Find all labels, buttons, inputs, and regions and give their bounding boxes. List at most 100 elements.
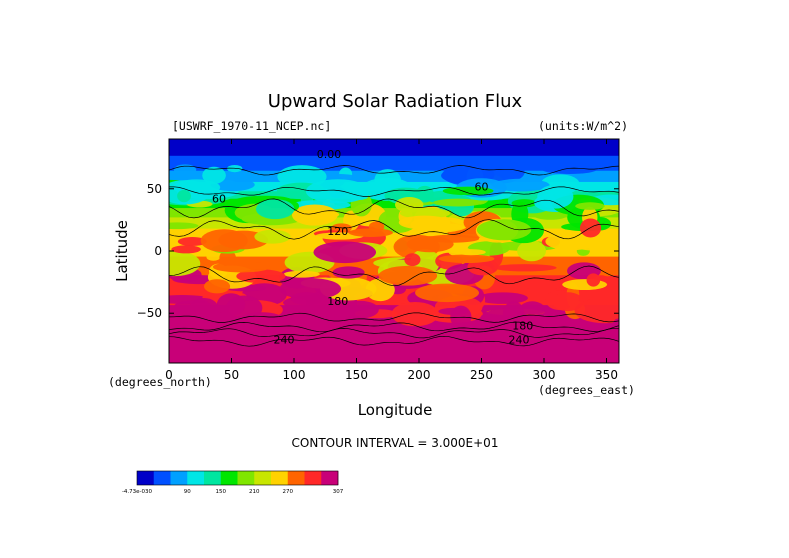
heatmap-patch — [573, 239, 612, 251]
heatmap-band — [169, 139, 619, 142]
heatmap-patch — [277, 165, 327, 189]
heatmap-band — [169, 241, 619, 245]
heatmap-patch — [476, 219, 532, 241]
heatmap-patch — [391, 302, 439, 327]
contour-line — [169, 198, 619, 219]
heatmap-band — [169, 361, 619, 363]
colorbar-swatch — [237, 471, 255, 485]
heatmap-patch — [491, 178, 550, 192]
contour-lines — [169, 165, 619, 347]
heatmap-band — [169, 157, 619, 161]
heatmap-patches — [169, 159, 619, 361]
heatmap-band — [169, 251, 619, 254]
heatmap-band — [169, 301, 619, 304]
heatmap-patch — [534, 212, 567, 220]
colorbar: -4.73e-030 90 150 210 270 307 — [122, 470, 344, 495]
heatmap-band — [169, 204, 619, 207]
heatmap-patch — [514, 276, 570, 290]
units-label: (units:W/m^2) — [538, 119, 628, 133]
heatmap-band — [169, 142, 619, 146]
heatmap-patch — [586, 273, 601, 287]
colorbar-label: 150 — [216, 489, 227, 495]
contour-interval-note: CONTOUR INTERVAL = 3.000E+01 — [292, 436, 499, 450]
heatmap-patch — [202, 166, 226, 184]
heatmap-band — [169, 236, 619, 239]
x-tick-label: 50 — [224, 368, 239, 382]
colorbar-label: -4.73e-030 — [122, 489, 153, 495]
heatmap-patch — [611, 318, 619, 338]
colorbar-label: 270 — [283, 489, 294, 495]
y-tick-label: 50 — [147, 182, 162, 196]
heatmap-patch — [254, 229, 291, 244]
colorbar-swatch — [204, 471, 222, 485]
heatmap-patch — [204, 279, 231, 294]
heatmap-patch — [477, 346, 517, 357]
heatmap-patch — [477, 292, 528, 304]
y-axis: 50 0 −50 — [137, 182, 619, 320]
heatmap-band — [169, 140, 619, 144]
contour-line — [169, 265, 619, 287]
heatmap-patch — [601, 269, 615, 277]
contour-label: 60 — [212, 193, 226, 206]
heatmap-patch — [313, 241, 377, 264]
heatmap-band — [169, 232, 619, 235]
contour-line — [169, 186, 619, 197]
heatmap-band — [169, 150, 619, 153]
heatmap-band — [169, 161, 619, 164]
colorbar-swatch — [137, 471, 155, 485]
heatmap-patch — [300, 209, 340, 220]
heatmap-patch — [216, 293, 246, 316]
heatmap-patch — [200, 229, 248, 253]
x-unit-label: (degrees_east) — [538, 383, 635, 397]
x-tick-label: 250 — [470, 368, 493, 382]
colorbar-swatch — [153, 471, 171, 485]
heatmap-patch — [415, 283, 479, 303]
heatmap-patch — [394, 329, 429, 353]
contour-line — [169, 312, 619, 323]
heatmap-band — [169, 168, 619, 172]
heatmap-band — [169, 234, 619, 237]
heatmap-band — [169, 254, 619, 258]
heatmap-patch — [212, 261, 271, 273]
heatmap-patch — [438, 307, 469, 315]
contour-label: 180 — [327, 295, 348, 308]
heatmap-band — [169, 152, 619, 155]
heatmap-patch — [279, 278, 342, 300]
heatmap-band — [169, 359, 619, 362]
heatmap-patch — [378, 265, 438, 286]
colorbar-label: 307 — [333, 489, 344, 495]
heatmap-patch — [574, 298, 619, 324]
heatmap-band — [169, 252, 619, 256]
colorbar-swatch — [254, 471, 272, 485]
heatmap-patch — [545, 332, 610, 347]
contour-label: 240 — [509, 333, 530, 346]
heatmap-patch — [342, 300, 379, 319]
contour-label: 180 — [512, 320, 533, 333]
y-tick-label: 0 — [154, 244, 162, 258]
heatmap-patch — [404, 253, 421, 267]
heatmap-band — [169, 299, 619, 302]
heatmap-patch — [509, 332, 528, 359]
contour-label: 60 — [475, 180, 489, 193]
heatmap-patch — [455, 249, 486, 256]
heatmap-patch — [283, 270, 320, 278]
heatmap-patch — [398, 215, 451, 230]
x-tick-label: 350 — [595, 368, 618, 382]
x-axis-label: Longitude — [358, 401, 433, 419]
heatmap-band — [169, 249, 619, 252]
heatmap-band — [169, 167, 619, 170]
x-tick-label: 200 — [408, 368, 431, 382]
colorbar-swatch — [187, 471, 205, 485]
y-axis-label: Latitude — [113, 220, 131, 282]
heatmap-patch — [332, 266, 365, 279]
heatmap-patch — [433, 198, 483, 207]
contour-label: 0.00 — [317, 148, 342, 161]
colorbar-frame — [136, 470, 339, 486]
heatmap-patch — [305, 179, 370, 204]
heatmap-band — [169, 153, 619, 157]
heatmap-patch — [493, 264, 557, 272]
colorbar-swatch — [321, 471, 339, 485]
heatmap-patch — [395, 197, 424, 213]
heatmap-band — [169, 295, 619, 299]
